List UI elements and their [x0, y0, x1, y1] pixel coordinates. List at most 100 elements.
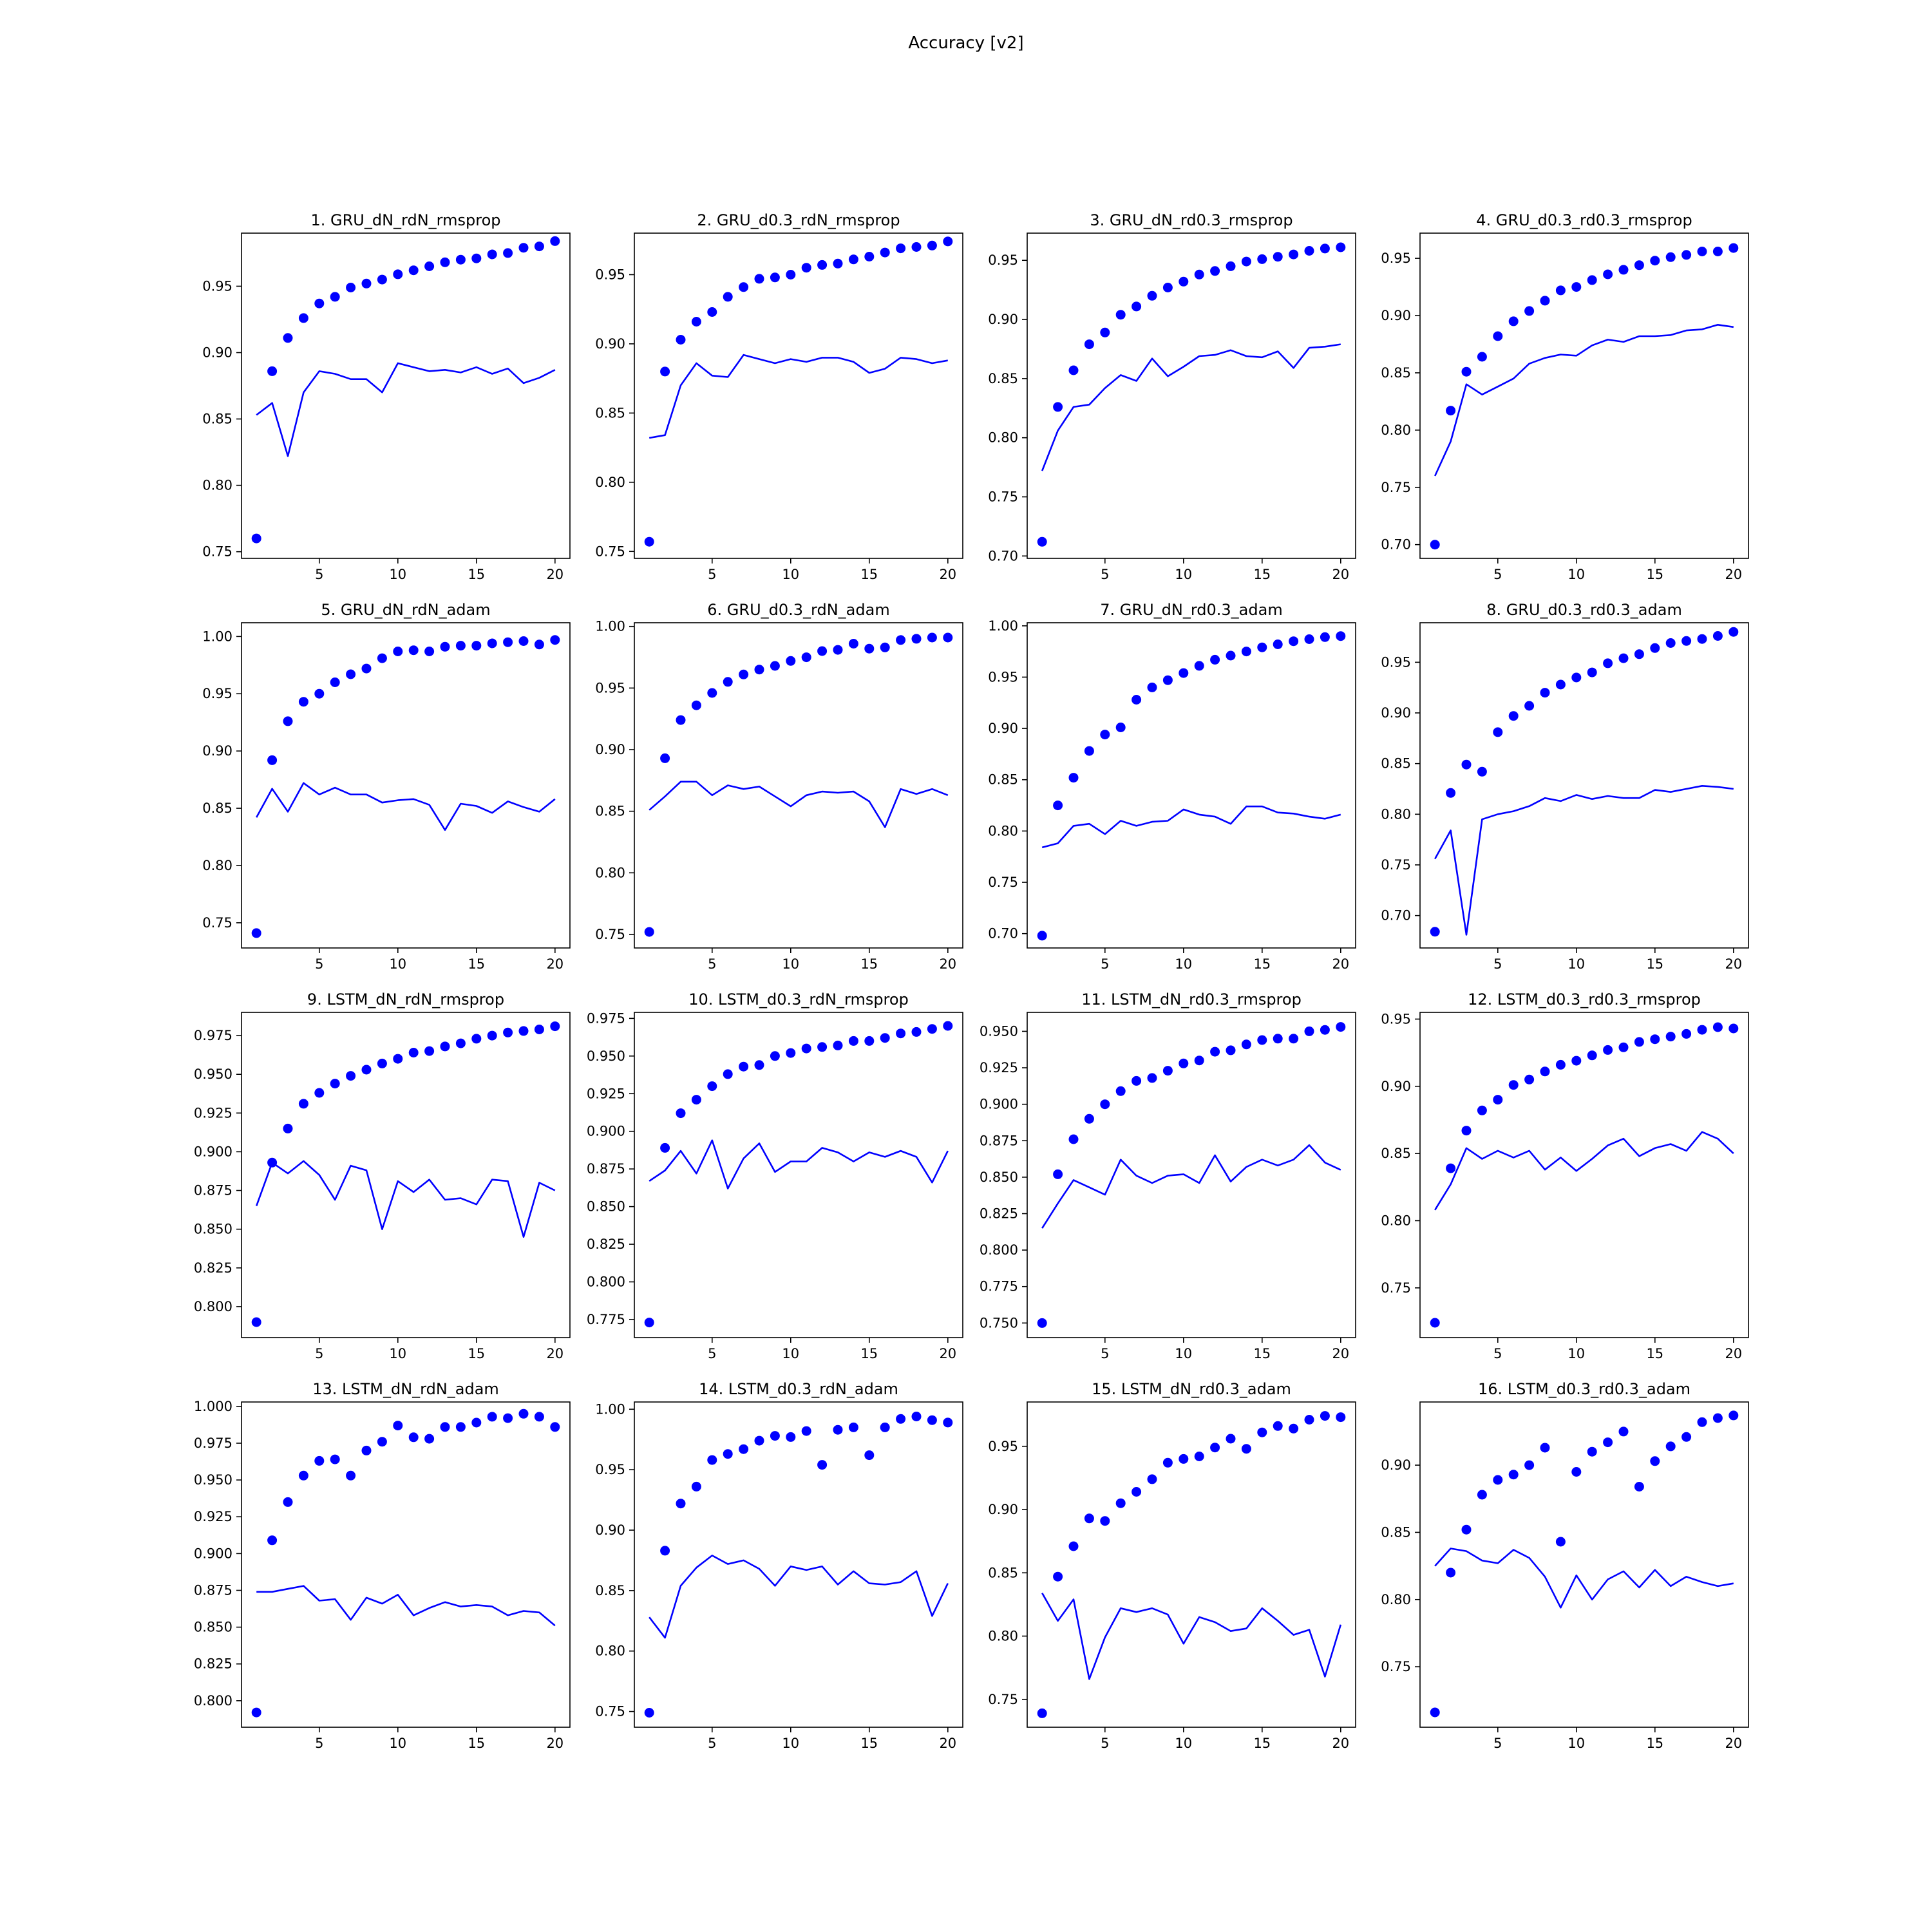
data-point [1681, 636, 1692, 646]
series-line [255, 1160, 556, 1238]
x-tick-label: 5 [1493, 956, 1502, 972]
data-point [1446, 788, 1456, 798]
axes-frame [1419, 1012, 1749, 1338]
data-point [723, 1449, 733, 1459]
data-point [786, 1432, 796, 1442]
data-point [1194, 1056, 1204, 1066]
data-point [471, 253, 482, 263]
data-point [786, 656, 796, 666]
data-point [1037, 931, 1047, 941]
data-point [833, 1040, 843, 1050]
data-point [314, 1088, 325, 1098]
data-point [801, 263, 811, 273]
data-point [424, 1046, 435, 1056]
data-point [1084, 339, 1094, 350]
y-tick-label: 0.775 [980, 1279, 1018, 1294]
subplot-title: 2. GRU_d0.3_rdN_rmsprop [697, 211, 900, 229]
data-point [1336, 242, 1346, 252]
x-tick-label: 15 [1253, 956, 1271, 972]
y-tick-label: 0.90 [1381, 1079, 1411, 1094]
x-tick-label: 15 [1253, 1346, 1271, 1361]
x-tick-label: 10 [1175, 567, 1192, 582]
data-point [927, 632, 937, 643]
x-tick-label: 10 [782, 1346, 799, 1361]
y-tick-label: 0.875 [980, 1133, 1018, 1148]
data-point [377, 653, 387, 663]
data-point [1493, 1095, 1503, 1105]
data-point [1226, 650, 1236, 661]
data-point [723, 292, 733, 302]
data-point [1493, 1475, 1503, 1485]
data-point [723, 1069, 733, 1079]
data-point [1477, 352, 1487, 362]
x-tick-label: 20 [1725, 956, 1742, 972]
data-point [1257, 1035, 1267, 1045]
data-point [943, 236, 953, 247]
data-point [880, 1033, 890, 1043]
x-tick-label: 5 [315, 1736, 323, 1751]
data-point [298, 313, 308, 323]
data-point [1194, 269, 1204, 279]
data-point [1147, 1073, 1157, 1083]
data-point [518, 636, 529, 646]
data-point [1336, 1022, 1346, 1032]
data-point [1068, 1134, 1079, 1144]
data-point [880, 247, 890, 258]
data-point [1493, 727, 1503, 737]
data-point [644, 536, 654, 547]
data-point [691, 1481, 701, 1492]
data-point [1461, 759, 1472, 770]
series-line [1041, 1593, 1342, 1680]
data-point [1524, 1460, 1535, 1470]
data-point [1100, 730, 1110, 740]
series-line [256, 1585, 556, 1627]
data-point [1053, 800, 1063, 811]
data-point [1336, 631, 1346, 641]
data-point [1132, 301, 1142, 312]
data-point [1320, 1411, 1330, 1421]
data-point [1555, 1059, 1566, 1070]
x-tick-label: 5 [315, 1346, 323, 1361]
x-tick-label: 15 [860, 956, 878, 972]
data-point [1461, 1524, 1472, 1535]
data-point [1681, 250, 1692, 260]
data-point [896, 1414, 906, 1424]
data-point [393, 1421, 403, 1431]
data-point [1587, 1446, 1597, 1457]
subplot-title: 7. GRU_dN_rd0.3_adam [1100, 601, 1282, 619]
data-point [880, 642, 890, 652]
data-point [943, 1021, 953, 1031]
x-tick-label: 15 [1646, 567, 1663, 582]
data-point [817, 1042, 828, 1052]
y-tick-label: 0.80 [202, 858, 232, 873]
y-tick-label: 0.975 [587, 1010, 625, 1026]
y-tick-label: 0.950 [587, 1048, 625, 1064]
data-point [283, 1123, 293, 1133]
data-point [1084, 1513, 1094, 1524]
data-point [1194, 1452, 1204, 1461]
data-point [1728, 1410, 1739, 1421]
data-point [534, 1412, 544, 1422]
data-point [550, 1422, 560, 1432]
y-tick-label: 0.925 [194, 1509, 232, 1524]
y-tick-label: 0.875 [194, 1582, 232, 1598]
data-point [927, 1024, 937, 1034]
data-point [455, 641, 466, 651]
data-point [1603, 658, 1613, 668]
data-point [770, 1051, 780, 1061]
data-point [676, 335, 686, 345]
y-tick-label: 0.900 [980, 1097, 1018, 1112]
data-point [1336, 1412, 1346, 1423]
data-point [393, 647, 403, 656]
y-tick-label: 0.80 [988, 1629, 1018, 1644]
data-point [1618, 265, 1629, 275]
data-point [1320, 632, 1330, 642]
data-point [550, 635, 560, 645]
data-point [1147, 290, 1157, 301]
y-tick-label: 0.875 [587, 1161, 625, 1177]
data-point [361, 1445, 372, 1455]
y-tick-label: 0.85 [595, 804, 625, 819]
data-point [1571, 672, 1582, 683]
axes-frame [1419, 622, 1749, 949]
